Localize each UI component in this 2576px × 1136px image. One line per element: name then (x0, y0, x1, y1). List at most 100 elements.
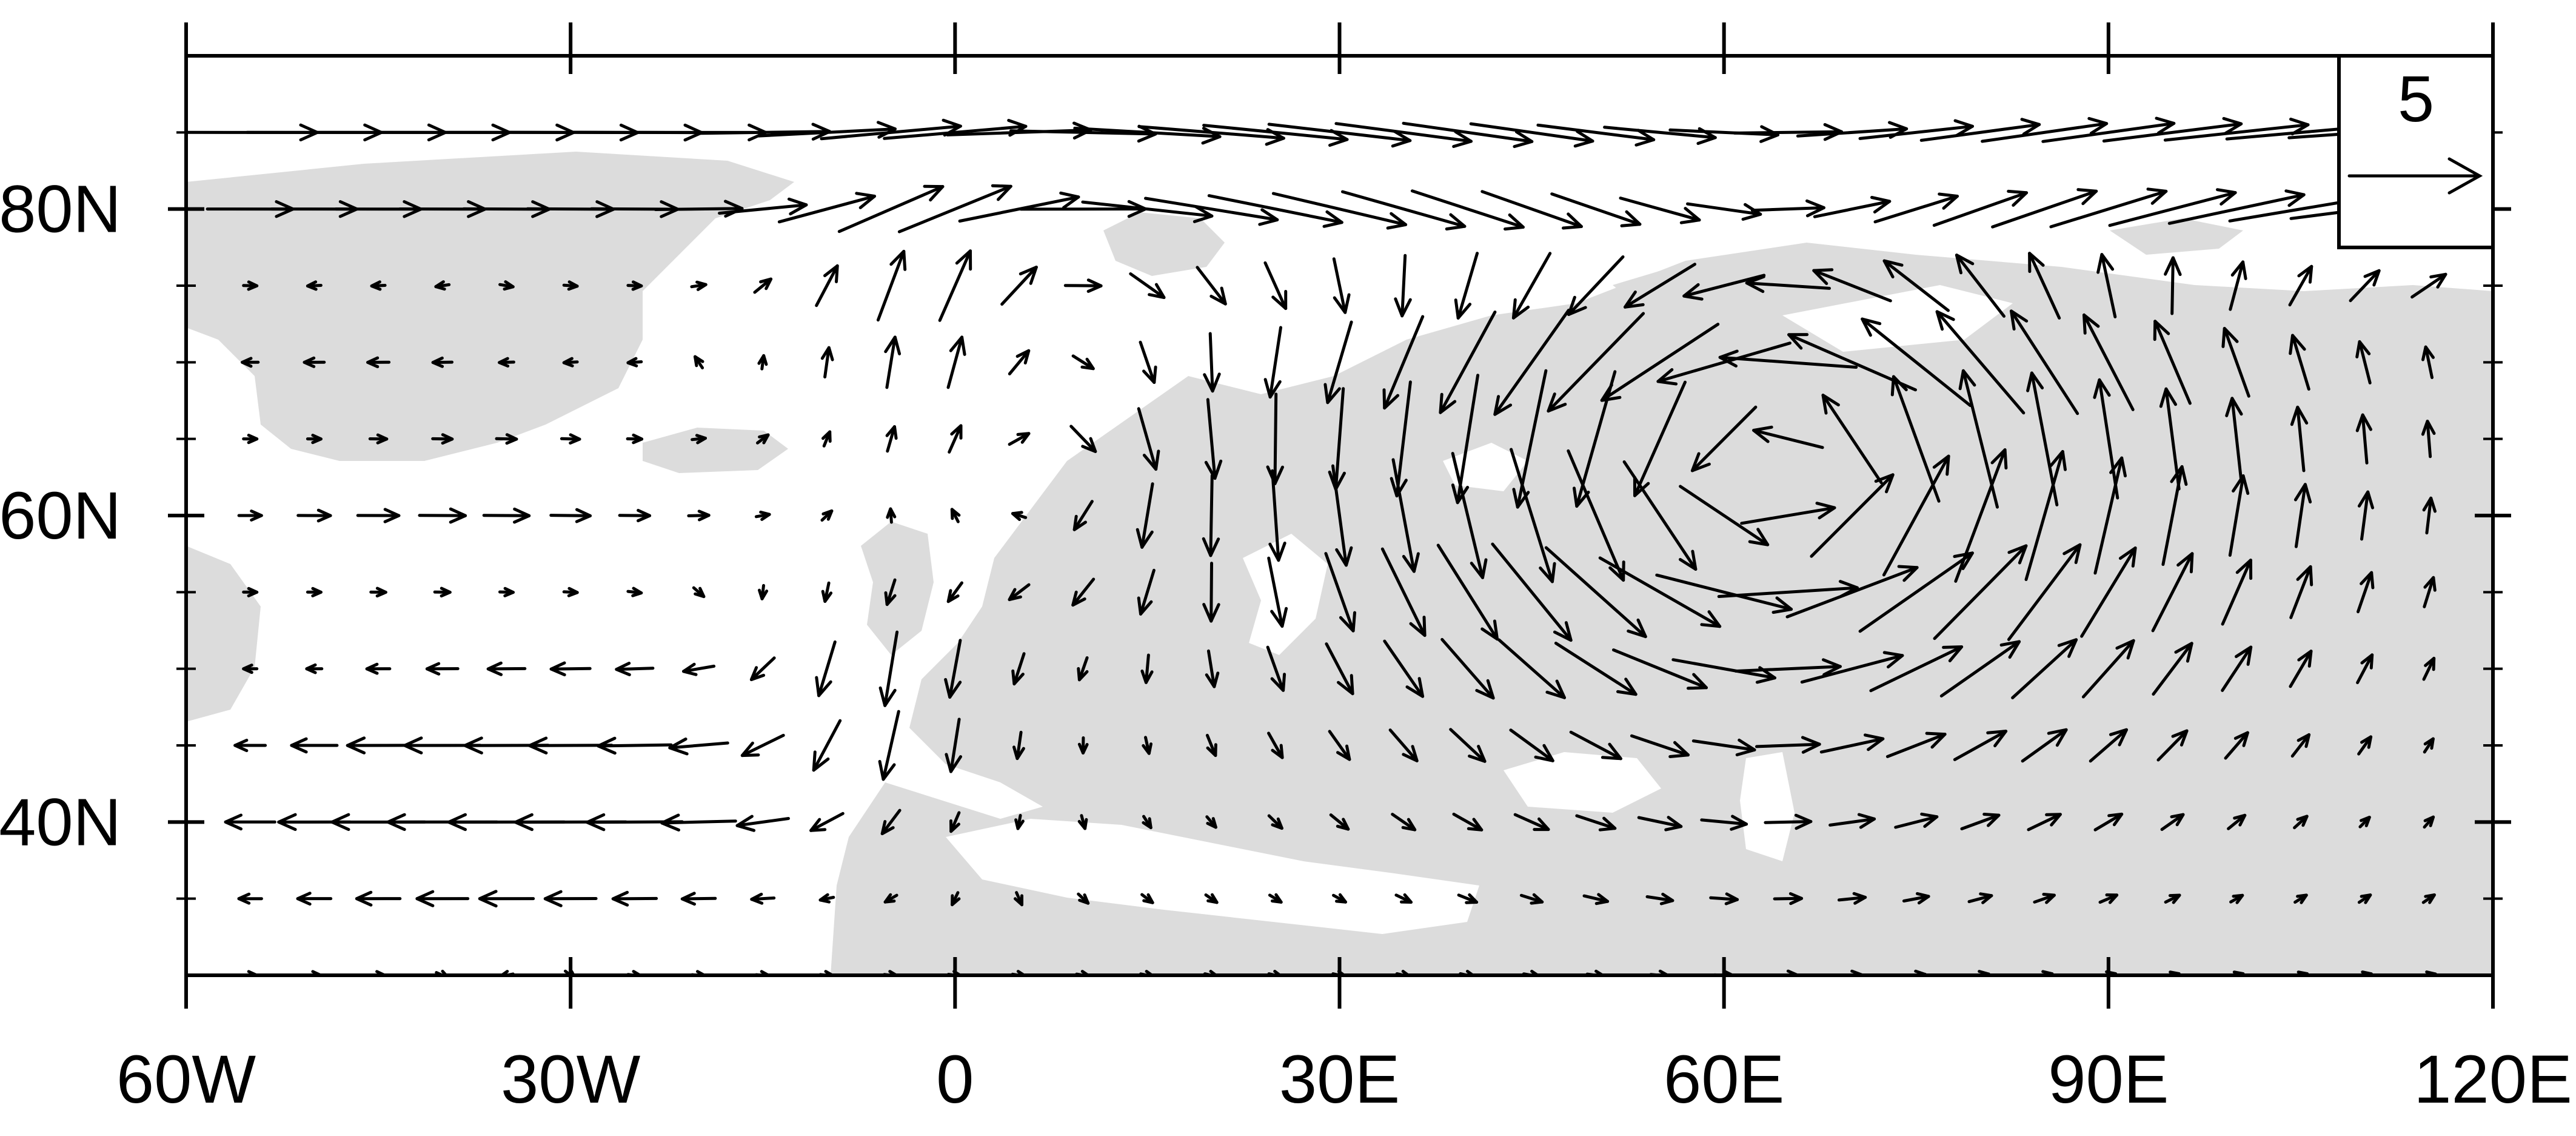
lat-tick-label: 40N (0, 785, 121, 859)
wind-vector-head (2357, 490, 2374, 509)
wind-vector-shaft (809, 812, 845, 832)
wind-vector-head (955, 249, 972, 271)
wind-vector-shaft (1072, 500, 1094, 531)
wind-vector-head (1512, 488, 1530, 509)
wind-vector-head (527, 736, 548, 755)
wind-vector-head (296, 892, 312, 906)
wind-vector (687, 509, 711, 522)
wind-vector-head (431, 356, 444, 368)
wind-vector-shaft (2093, 456, 2124, 575)
wind-vector (2033, 893, 2056, 904)
wind-vector (1750, 199, 1825, 218)
wind-vector-head (1679, 207, 1701, 224)
wind-vector-head (1982, 813, 2001, 827)
wind-vector-head (2297, 264, 2313, 284)
wind-vector (224, 813, 276, 831)
wind-vector (821, 581, 833, 603)
wind-vector-head (2096, 253, 2115, 274)
wind-vector-shaft (1207, 194, 1343, 224)
wind-vector (1953, 730, 2008, 761)
wind-vector-head (626, 357, 638, 368)
wind-vector (1645, 892, 1674, 906)
wind-vector (1837, 892, 1867, 905)
wind-vector-head (1633, 476, 1650, 497)
wind-vector (486, 661, 527, 676)
wind-vector-head (1480, 619, 1499, 641)
wind-vector-head (586, 813, 606, 832)
wind-vector-shaft (1837, 896, 1867, 902)
wind-vector (242, 664, 259, 674)
wind-vector (2093, 812, 2124, 832)
wind-vector-shaft (1334, 122, 1473, 143)
wind-vector (425, 662, 460, 676)
wind-vector-shaft (1858, 551, 1974, 633)
wind-vector (1480, 190, 1583, 230)
wind-vector (2357, 571, 2375, 614)
wind-vector (498, 280, 515, 291)
wind-vector-head (760, 970, 771, 975)
wind-vector (2083, 313, 2135, 411)
wind-vector-shaft (1733, 130, 1844, 135)
wind-vector-shaft (1612, 648, 1708, 690)
wind-vector-head (1475, 679, 1495, 700)
wind-vector (370, 280, 387, 291)
wind-vector (949, 811, 961, 833)
wind-vector-head (1137, 596, 1153, 616)
wind-vector-head (1405, 677, 1425, 698)
wind-vector (543, 890, 598, 907)
wind-vector-head (1771, 596, 1793, 614)
wind-vector (749, 656, 776, 681)
wind-vector (2098, 893, 2119, 904)
wind-vector-head (567, 586, 579, 597)
wind-vector (2358, 816, 2371, 828)
wind-vector-shaft (740, 733, 785, 758)
wind-vector-shaft (1656, 341, 1791, 383)
wind-vector (1457, 893, 1479, 904)
wind-vector-shaft (2229, 260, 2245, 311)
wind-vector-head (2363, 269, 2381, 287)
wind-vector-head (637, 509, 652, 523)
wind-vector (1436, 543, 1499, 641)
wind-vector (549, 661, 592, 677)
wind-vector (2421, 420, 2436, 459)
wind-vector-shaft (1510, 448, 1554, 583)
wind-vector (2290, 405, 2309, 472)
wind-vector (1205, 733, 1217, 758)
wind-vector (1390, 380, 1412, 498)
wind-vector (415, 890, 470, 907)
wind-vector-shaft (1967, 894, 1993, 904)
wind-vector-head (1787, 333, 1809, 350)
wind-vector-shaft (1961, 369, 1999, 509)
wind-vector-head (549, 661, 566, 677)
wind-vector-head (1382, 388, 1400, 410)
wind-vector-shaft (2289, 650, 2313, 688)
wind-vector (1142, 736, 1153, 755)
wind-vector (1612, 648, 1708, 690)
wind-vector (897, 184, 1012, 234)
wind-vector-head (1400, 893, 1413, 904)
wind-vector (1740, 502, 1836, 525)
wind-vector (2089, 728, 2128, 763)
wind-vector-head (1081, 437, 1097, 453)
wind-vector-head (1658, 969, 1671, 975)
wind-vector-shaft (1544, 546, 1647, 639)
wind-vector-shaft (1603, 126, 1717, 139)
wind-vector-shaft (1144, 653, 1150, 684)
wind-vector-head (2083, 313, 2100, 335)
wind-vector (2081, 639, 2135, 699)
wind-vector-shaft (1575, 370, 1617, 508)
wind-vector (2357, 893, 2372, 904)
wind-vector (1008, 432, 1031, 446)
wind-vector-shaft (1671, 658, 1776, 680)
wind-vector-head (611, 890, 629, 907)
wind-vector-head (1882, 651, 1904, 669)
wind-vector-shaft (1787, 333, 1917, 392)
wind-vector (1207, 194, 1343, 228)
wind-vector-head (1752, 425, 1773, 443)
wind-vector-head (290, 737, 308, 754)
wind-vector-head (1202, 603, 1220, 623)
wind-vector-head (923, 184, 945, 202)
wind-vector-shaft (1919, 123, 2041, 142)
wind-vector (1624, 263, 1696, 309)
wind-vector-shaft (1582, 894, 1610, 903)
